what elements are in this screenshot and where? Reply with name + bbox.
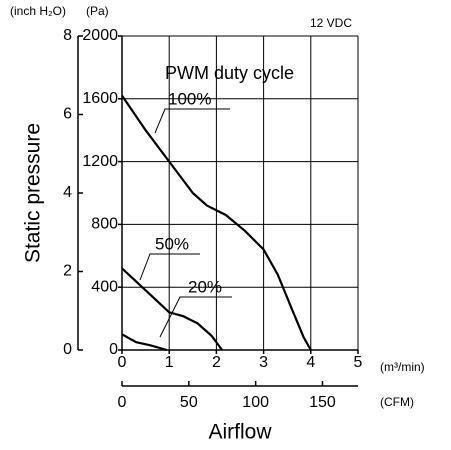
x-axis-label: Airflow (208, 421, 272, 444)
series-label: 20% (188, 277, 222, 296)
series-label: 50% (155, 234, 189, 253)
y2-tick-label: 4 (63, 184, 72, 201)
x2-tick-label: 0 (118, 394, 127, 411)
x-tick-label: 0 (118, 354, 127, 371)
subtitle: 12 VDC (310, 16, 352, 30)
y-tick-label: 2000 (82, 27, 118, 44)
chart-title: PWM duty cycle (165, 63, 294, 83)
x-tick-label: 4 (306, 354, 315, 371)
x2-tick-label: 50 (180, 394, 198, 411)
y2-unit: (inch H₂O) (10, 4, 66, 18)
x-unit: (m³/min) (380, 360, 425, 374)
curve (121, 333, 168, 352)
y-tick-label: 0 (109, 341, 118, 358)
curve (121, 95, 312, 351)
x-tick-label: 1 (165, 354, 174, 371)
x2-tick-label: 150 (309, 394, 336, 411)
x-tick-label: 5 (354, 354, 363, 371)
y-tick-label: 400 (91, 278, 118, 295)
x-tick-label: 3 (259, 354, 268, 371)
leader-50 (139, 253, 200, 281)
y-unit: (Pa) (86, 4, 109, 18)
y2-tick-label: 0 (63, 341, 72, 358)
y-tick-label: 1200 (82, 153, 118, 170)
y2-tick-label: 6 (63, 106, 72, 123)
curve (121, 267, 223, 351)
y-tick-label: 1600 (82, 90, 118, 107)
leader-100 (154, 108, 230, 134)
leader-20 (159, 296, 232, 338)
y2-tick-label: 2 (63, 263, 72, 280)
x2-unit: (CFM) (380, 395, 414, 409)
leaders (139, 108, 232, 338)
y2-tick-label: 8 (63, 27, 72, 44)
y-tick-label: 800 (91, 216, 118, 233)
y-axis-label: Static pressure (22, 123, 45, 263)
x-tick-label: 2 (212, 354, 221, 371)
series-label: 100% (168, 89, 211, 108)
x2-tick-label: 100 (242, 394, 269, 411)
